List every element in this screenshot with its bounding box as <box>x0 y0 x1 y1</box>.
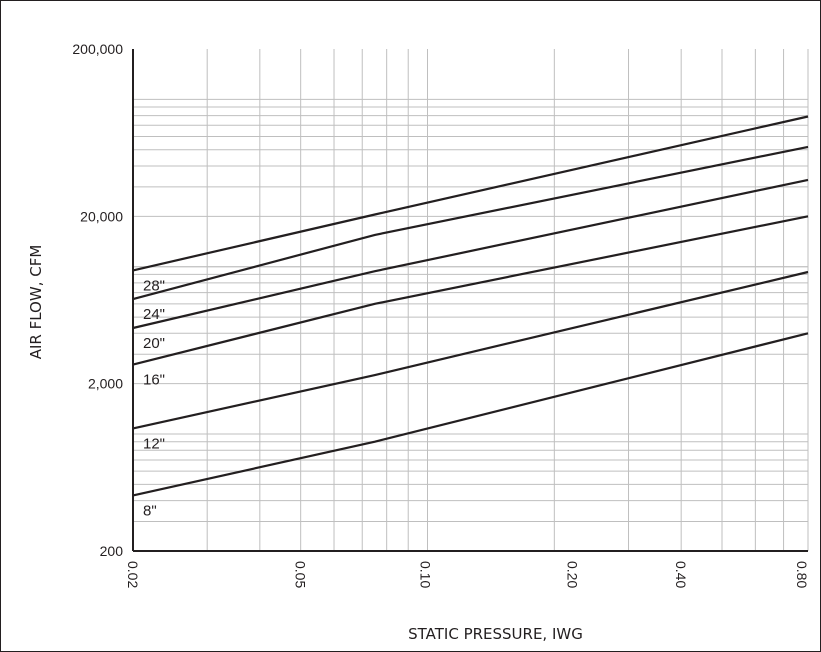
series-line-3 <box>132 215 809 366</box>
series-line-4 <box>132 270 809 430</box>
series-line-1 <box>132 145 809 301</box>
x-tick-label-0: 0.02 <box>125 561 141 588</box>
x-tick-label-1: 0.05 <box>293 561 309 588</box>
series-line-0 <box>132 115 809 272</box>
axes <box>132 49 808 552</box>
x-tick-label-3: 0.20 <box>564 561 580 588</box>
y-axis-title: AIR FLOW, CFM <box>27 245 45 360</box>
y-tick-label-0: 200 <box>100 543 124 559</box>
x-tick-label-2: 0.10 <box>417 561 433 588</box>
series-lines <box>132 115 809 497</box>
y-tick-label-1: 2,000 <box>88 376 123 392</box>
tick-labels: 200 2,000 20,000 200,000 0.02 0.05 0.10 0.20 0.4… <box>72 41 810 588</box>
series-label-3: 16" <box>143 372 165 389</box>
x-tick-label-5: 0.80 <box>794 561 810 588</box>
series-label-2: 20" <box>143 335 165 352</box>
y-tick-label-2: 20,000 <box>80 208 123 224</box>
y-tick-label-3: 200,000 <box>72 41 123 57</box>
x-axis-title: STATIC PRESSURE, IWG <box>408 625 583 643</box>
x-tick-label-4: 0.40 <box>673 561 689 588</box>
series-label-0: 28" <box>143 277 165 294</box>
grid <box>133 49 809 551</box>
series-label-5: 8" <box>143 502 157 519</box>
series-line-5 <box>132 332 809 497</box>
series-line-2 <box>132 178 809 330</box>
series-label-1: 24" <box>143 306 165 323</box>
series-labels: 28" 24" 20" 16" 12" 8" <box>143 277 165 519</box>
series-label-4: 12" <box>143 435 165 452</box>
